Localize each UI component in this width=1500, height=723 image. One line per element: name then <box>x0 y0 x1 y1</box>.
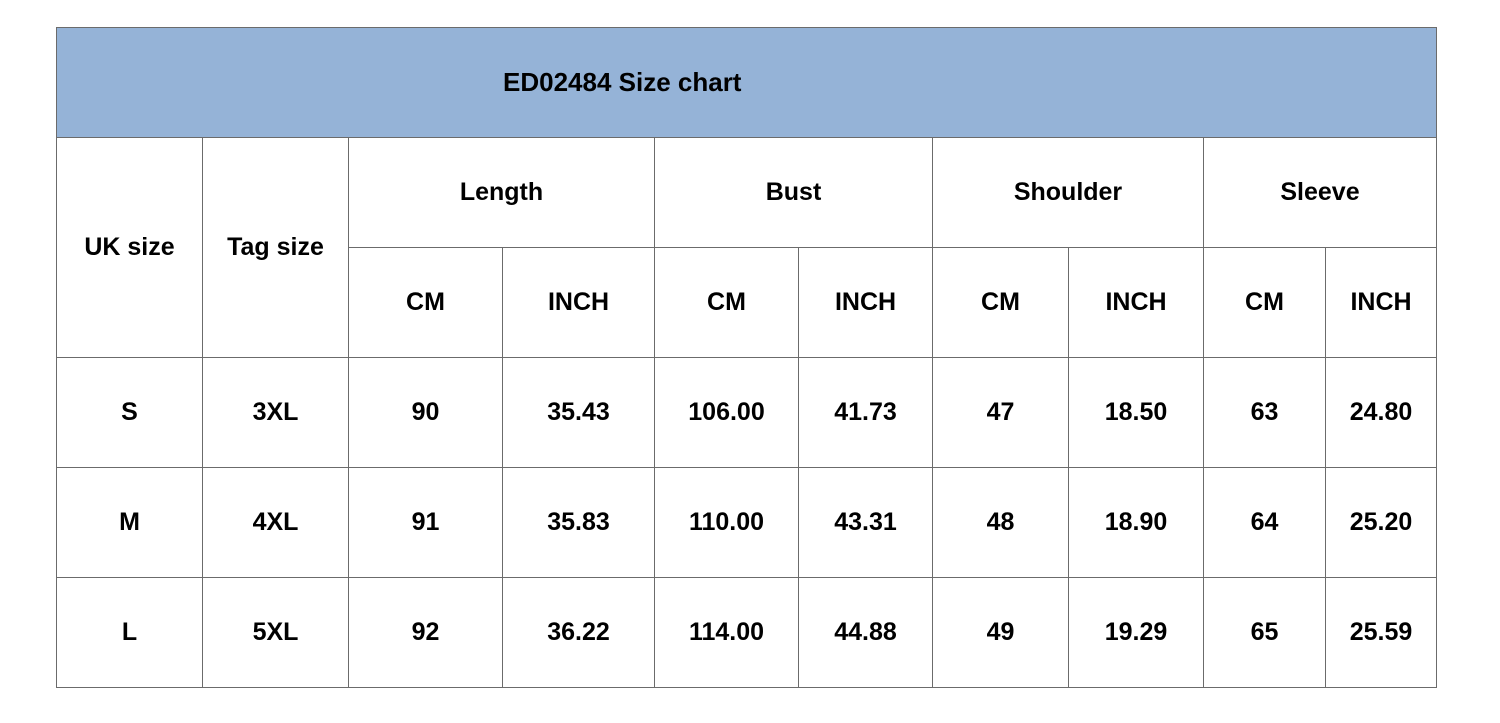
table-cell: 3XL <box>202 357 349 468</box>
table-cell: 43.31 <box>798 467 933 578</box>
table-cell: L <box>56 577 203 688</box>
table-cell: 25.59 <box>1325 577 1437 688</box>
unit-header: CM <box>348 247 503 358</box>
table-cell: 5XL <box>202 577 349 688</box>
title-row: ED02484 Size chart <box>56 27 1437 138</box>
chart-title: ED02484 Size chart <box>56 27 1437 138</box>
table-cell: 19.29 <box>1068 577 1204 688</box>
table-cell: 47 <box>932 357 1069 468</box>
table-cell: 36.22 <box>502 577 655 688</box>
unit-header: CM <box>932 247 1069 358</box>
tag-size-header: Tag size <box>202 137 349 358</box>
table-cell: 25.20 <box>1325 467 1437 578</box>
table-cell: 64 <box>1203 467 1326 578</box>
unit-header: INCH <box>1325 247 1437 358</box>
uk-size-header: UK size <box>56 137 203 358</box>
table-cell: 41.73 <box>798 357 933 468</box>
length-header: Length <box>348 137 655 248</box>
table-cell: 110.00 <box>654 467 799 578</box>
table-cell: 44.88 <box>798 577 933 688</box>
unit-header: CM <box>654 247 799 358</box>
unit-header: CM <box>1203 247 1326 358</box>
table-cell: 4XL <box>202 467 349 578</box>
unit-header: INCH <box>502 247 655 358</box>
table-cell: 114.00 <box>654 577 799 688</box>
table-cell: 91 <box>348 467 503 578</box>
table-cell: 18.90 <box>1068 467 1204 578</box>
unit-header: INCH <box>798 247 933 358</box>
table-cell: 65 <box>1203 577 1326 688</box>
table-cell: M <box>56 467 203 578</box>
table-row: L 5XL 92 36.22 114.00 44.88 49 19.29 65 25.59 <box>56 577 1437 688</box>
table-cell: 18.50 <box>1068 357 1204 468</box>
unit-header: INCH <box>1068 247 1204 358</box>
bust-header: Bust <box>654 137 933 248</box>
table-row: M 4XL 91 35.83 110.00 43.31 48 18.90 64 25.20 <box>56 467 1437 578</box>
table-cell: 35.43 <box>502 357 655 468</box>
sleeve-header: Sleeve <box>1203 137 1437 248</box>
table-cell: S <box>56 357 203 468</box>
shoulder-header: Shoulder <box>932 137 1204 248</box>
size-chart-table: ED02484 Size chart UK size Tag size Leng… <box>56 27 1437 688</box>
table-cell: 63 <box>1203 357 1326 468</box>
table-cell: 48 <box>932 467 1069 578</box>
table-cell: 90 <box>348 357 503 468</box>
table-cell: 49 <box>932 577 1069 688</box>
table-cell: 35.83 <box>502 467 655 578</box>
table-cell: 92 <box>348 577 503 688</box>
group-header-row: UK size Tag size Length Bust Shoulder Sl… <box>56 137 1437 358</box>
table-row: S 3XL 90 35.43 106.00 41.73 47 18.50 63 24.80 <box>56 357 1437 468</box>
table-cell: 106.00 <box>654 357 799 468</box>
table-cell: 24.80 <box>1325 357 1437 468</box>
